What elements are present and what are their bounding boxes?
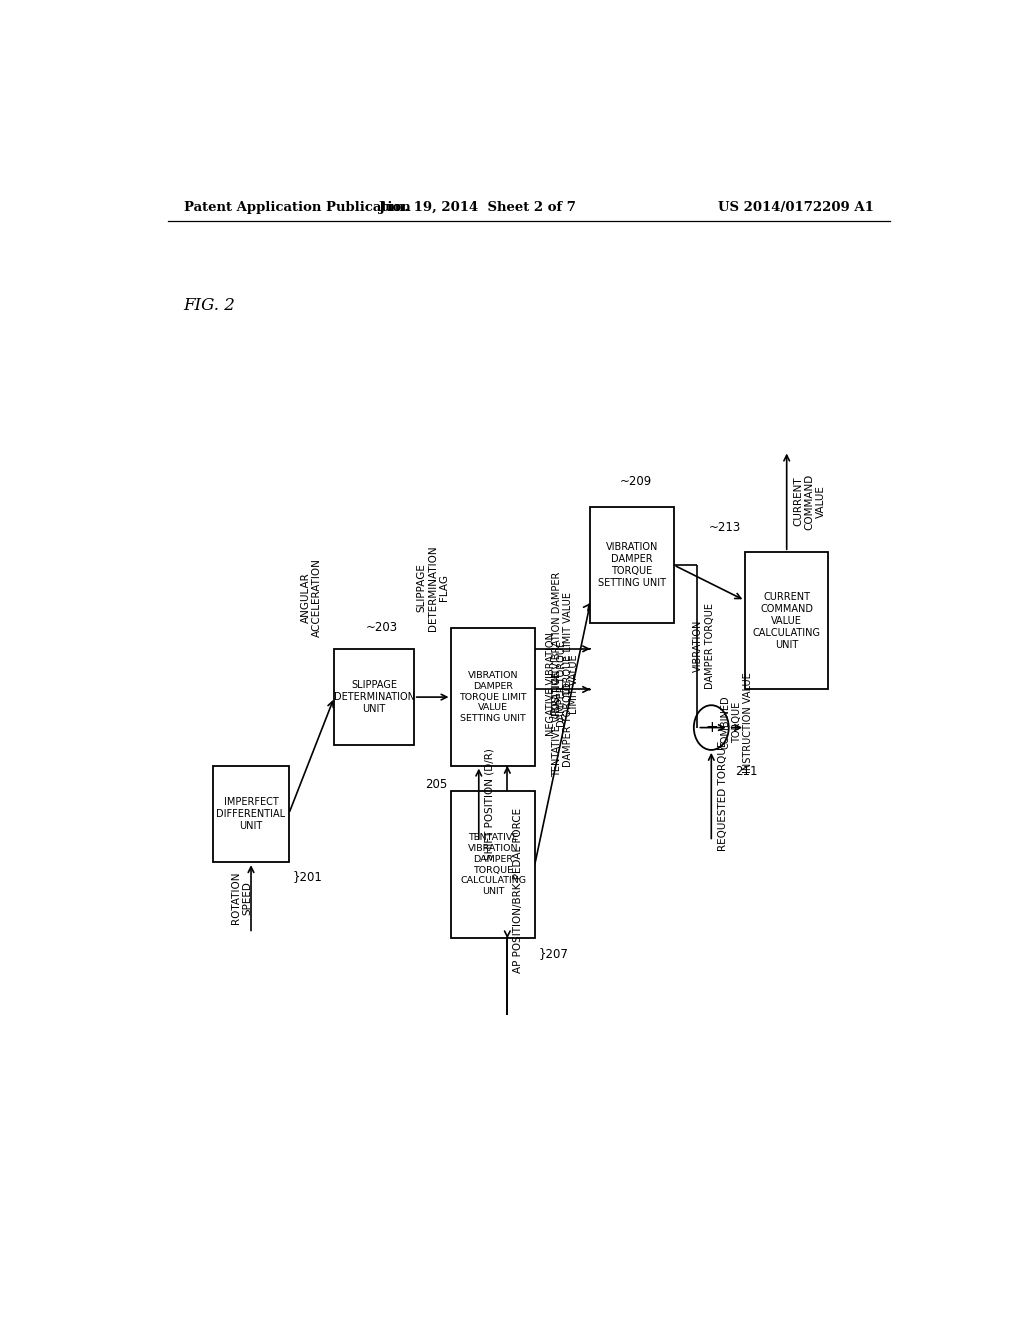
Text: +: + [705,721,718,735]
Text: CURRENT
COMMAND
VALUE: CURRENT COMMAND VALUE [793,474,826,529]
Text: }201: }201 [293,870,323,883]
Bar [334,649,414,746]
Text: ~203: ~203 [366,620,398,634]
Text: 205: 205 [425,777,447,791]
Bar [590,507,674,623]
Text: VIBRATION
DAMPER
TORQUE
SETTING UNIT: VIBRATION DAMPER TORQUE SETTING UNIT [598,543,666,587]
Text: 211: 211 [735,766,758,779]
Text: CURRENT
COMMAND
VALUE
CALCULATING
UNIT: CURRENT COMMAND VALUE CALCULATING UNIT [753,591,820,649]
Text: AP POSITION/BRK PEDAL FORCE: AP POSITION/BRK PEDAL FORCE [513,808,523,973]
Text: TENTATIVE
VIBRATION
DAMPER
TORQUE
CALCULATING
UNIT: TENTATIVE VIBRATION DAMPER TORQUE CALCUL… [460,833,526,896]
Bar [452,791,535,939]
Text: TENTATIVE VIBRATION
DAMPER TORQUE: TENTATIVE VIBRATION DAMPER TORQUE [552,671,573,777]
Text: COMBINED
TORQUE
INSTRUCTION VALUE: COMBINED TORQUE INSTRUCTION VALUE [720,672,754,774]
Bar [213,766,289,862]
Text: NEGATIVE VIBRATION
DAMPER TORQUE
LIMIT VALUE: NEGATIVE VIBRATION DAMPER TORQUE LIMIT V… [546,632,580,737]
Text: Patent Application Publication: Patent Application Publication [183,201,411,214]
Text: VIBRATION
DAMPER
TORQUE LIMIT
VALUE
SETTING UNIT: VIBRATION DAMPER TORQUE LIMIT VALUE SETT… [459,671,527,723]
Text: SLIPPAGE
DETERMINATION
FLAG: SLIPPAGE DETERMINATION FLAG [416,545,450,631]
Text: US 2014/0172209 A1: US 2014/0172209 A1 [718,201,873,214]
Text: ANGULAR
ACCELERATION: ANGULAR ACCELERATION [301,558,323,638]
Text: VIBRATION
DAMPER TORQUE: VIBRATION DAMPER TORQUE [693,603,715,689]
Bar [745,552,828,689]
Text: IMPERFECT
DIFFERENTIAL
UNIT: IMPERFECT DIFFERENTIAL UNIT [216,797,286,832]
Text: ~209: ~209 [620,475,652,488]
Text: SLIPPAGE
DETERMINATION
UNIT: SLIPPAGE DETERMINATION UNIT [334,680,415,714]
Text: REQUESTED TORQUE: REQUESTED TORQUE [718,741,728,851]
Text: ROTATION
SPEED: ROTATION SPEED [230,871,252,924]
Text: Jun. 19, 2014  Sheet 2 of 7: Jun. 19, 2014 Sheet 2 of 7 [379,201,575,214]
Bar [452,628,535,766]
Text: ~213: ~213 [709,521,741,535]
Text: FIG. 2: FIG. 2 [183,297,236,314]
Text: }207: }207 [539,946,568,960]
Text: POSITIVE VIBRATION DAMPER
TORQUE LIMIT VALUE: POSITIVE VIBRATION DAMPER TORQUE LIMIT V… [552,572,573,715]
Text: SHIFT POSITION (D/R): SHIFT POSITION (D/R) [484,748,495,859]
